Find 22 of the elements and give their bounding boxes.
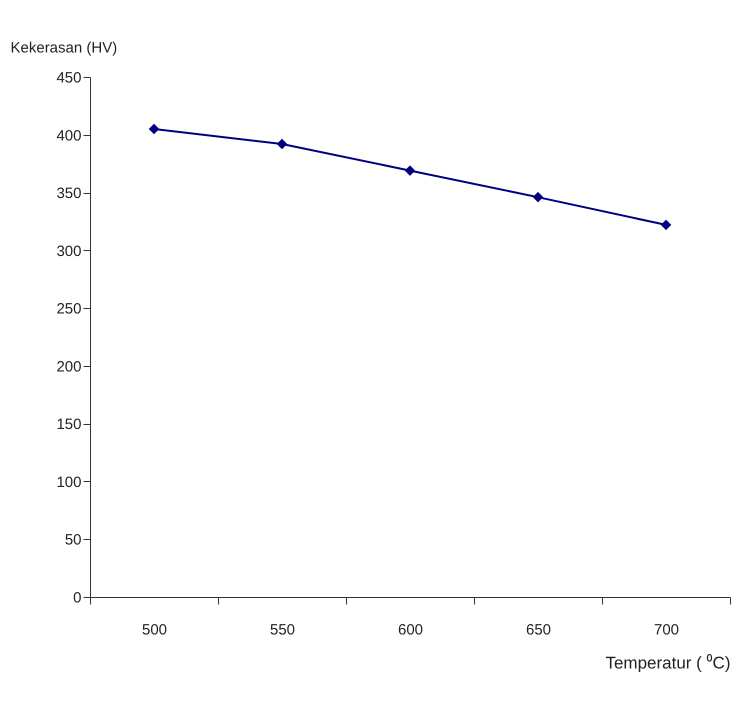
x-tick-label: 550 xyxy=(270,622,296,638)
y-tick-label: 250 xyxy=(56,300,82,318)
y-tick-label: 300 xyxy=(56,242,82,260)
x-tick-label: 650 xyxy=(526,622,552,638)
y-tick-label: 150 xyxy=(56,416,82,434)
x-tick-label: 600 xyxy=(398,622,424,638)
y-tick-label: 100 xyxy=(56,474,82,491)
y-axis-title: Kekerasan (HV) xyxy=(10,40,118,56)
point xyxy=(532,192,544,202)
point xyxy=(276,138,288,150)
y-tick-label: 0 xyxy=(73,590,82,606)
point xyxy=(404,165,416,176)
y-tick-label: 350 xyxy=(56,185,82,202)
y-tick-label: 50 xyxy=(64,532,82,549)
y-tick-label: 400 xyxy=(56,127,82,144)
y-tick-label: 200 xyxy=(56,358,82,376)
x-tick-label: 700 xyxy=(654,622,680,638)
x-axis-title: Temperatur ( ⁰C) xyxy=(605,654,730,672)
point xyxy=(148,124,160,134)
x-tick-label: 500 xyxy=(142,622,168,638)
y-tick-label: 450 xyxy=(56,70,82,86)
point xyxy=(660,220,672,230)
